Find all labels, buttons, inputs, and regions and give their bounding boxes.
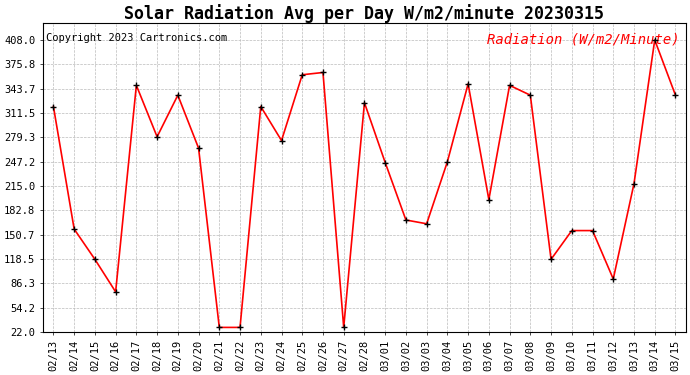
Text: Copyright 2023 Cartronics.com: Copyright 2023 Cartronics.com <box>46 33 228 43</box>
Title: Solar Radiation Avg per Day W/m2/minute 20230315: Solar Radiation Avg per Day W/m2/minute … <box>124 4 604 23</box>
Text: Radiation (W/m2/Minute): Radiation (W/m2/Minute) <box>486 33 680 46</box>
